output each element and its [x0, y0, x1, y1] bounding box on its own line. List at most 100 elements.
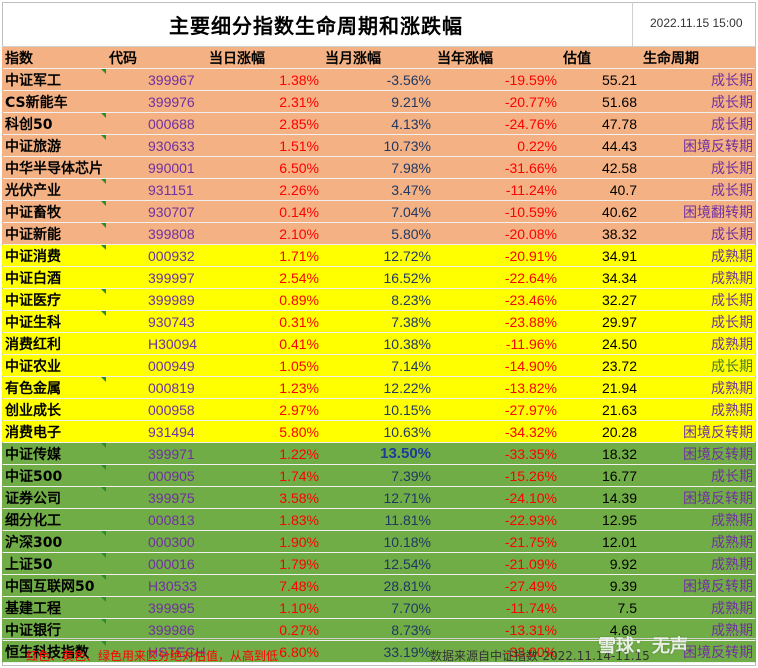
footer-note: 红色、黄色、绿色用来区分绝对估值，从高到低: [26, 649, 279, 663]
cell-comment-marker: [101, 377, 106, 382]
cell-comment-marker: [101, 575, 106, 580]
table-row: 中证畜牧 930707 0.14% 7.04% -10.59% 40.62 困境翻转期: [2, 200, 756, 223]
day-change: 2.54%: [206, 266, 322, 289]
life-cycle: 困境反转期: [640, 420, 756, 443]
cell-comment-marker: [101, 531, 106, 536]
month-change: 7.14%: [322, 354, 434, 377]
month-change: 8.23%: [322, 288, 434, 311]
table-row: 中证生科 930743 0.31% 7.38% -23.88% 29.97 成长期: [2, 310, 756, 333]
month-change: 13.50%: [322, 442, 434, 465]
index-code: 000300: [106, 530, 206, 553]
index-name: 中证畜牧: [2, 200, 106, 223]
day-change: 0.31%: [206, 310, 322, 333]
year-change: 0.22%: [434, 134, 560, 157]
month-change: 11.81%: [322, 508, 434, 531]
day-change: 5.80%: [206, 420, 322, 443]
table-row: CS新能车 399976 2.31% 9.21% -20.77% 51.68 成长期: [2, 90, 756, 113]
valuation: 40.62: [560, 200, 640, 223]
day-change: 1.51%: [206, 134, 322, 157]
valuation: 23.72: [560, 354, 640, 377]
footer-source: 数据来源自中证指数-2022.11.14-11.15: [430, 649, 650, 663]
index-code: 931494: [106, 420, 206, 443]
day-change: 1.74%: [206, 464, 322, 487]
table-row: 有色金属 000819 1.23% 12.22% -13.82% 21.94 成熟期: [2, 376, 756, 399]
index-name: 有色金属: [2, 376, 106, 399]
valuation: 18.32: [560, 442, 640, 465]
index-code: 000958: [106, 398, 206, 421]
month-change: 9.21%: [322, 90, 434, 113]
table-row: 科创50 000688 2.85% 4.13% -24.76% 47.78 成长期: [2, 112, 756, 135]
year-change: -27.49%: [434, 574, 560, 597]
day-change: 1.38%: [206, 68, 322, 91]
year-change: -20.08%: [434, 222, 560, 245]
year-change: -10.59%: [434, 200, 560, 223]
cell-comment-marker: [101, 465, 106, 470]
index-name: 光伏产业: [2, 178, 106, 201]
life-cycle: 成长期: [640, 90, 756, 113]
valuation: 51.68: [560, 90, 640, 113]
valuation: 32.27: [560, 288, 640, 311]
month-change: 7.39%: [322, 464, 434, 487]
valuation: 55.21: [560, 68, 640, 91]
index-code: 399986: [106, 618, 206, 641]
table-row: 基建工程 399995 1.10% 7.70% -11.74% 7.5 成熟期: [2, 596, 756, 619]
cell-comment-marker: [101, 223, 106, 228]
year-change: -24.76%: [434, 112, 560, 135]
cell-comment-marker: [101, 179, 106, 184]
life-cycle: 困境反转期: [640, 442, 756, 465]
valuation: 9.92: [560, 552, 640, 575]
year-change: -27.97%: [434, 398, 560, 421]
month-change: 10.38%: [322, 332, 434, 355]
index-name: 消费电子: [2, 420, 106, 443]
index-table: 指数 代码 当日涨幅 当月涨幅 当年涨幅 估值 生命周期 中证军工 399967 1…: [2, 47, 756, 663]
year-change: -31.66%: [434, 156, 560, 179]
day-change: 7.48%: [206, 574, 322, 597]
year-change: -22.64%: [434, 266, 560, 289]
life-cycle: 成熟期: [640, 332, 756, 355]
table-row: 中国互联网50 H30533 7.48% 28.81% -27.49% 9.39 困境反转期: [2, 574, 756, 597]
life-cycle: 成长期: [640, 68, 756, 91]
valuation: [560, 640, 640, 663]
valuation: 44.43: [560, 134, 640, 157]
valuation: 12.01: [560, 530, 640, 553]
year-change: -24.10%: [434, 486, 560, 509]
header-day-change: 当日涨幅: [206, 47, 322, 69]
month-change: 12.54%: [322, 552, 434, 575]
life-cycle: 成熟期: [640, 530, 756, 553]
index-name: 中证白酒: [2, 266, 106, 289]
valuation: 29.97: [560, 310, 640, 333]
index-name: 创业成长: [2, 398, 106, 421]
index-name: 中证军工: [2, 68, 106, 91]
cell-comment-marker: [101, 201, 106, 206]
valuation: 38.32: [560, 222, 640, 245]
cell-comment-marker: [101, 487, 106, 492]
year-change: -33.00%: [434, 640, 560, 663]
index-code: 000016: [106, 552, 206, 575]
table-row: 光伏产业 931151 2.26% 3.47% -11.24% 40.7 成长期: [2, 178, 756, 201]
life-cycle: 成长期: [640, 156, 756, 179]
header-code: 代码: [106, 47, 206, 69]
life-cycle: 成熟期: [640, 398, 756, 421]
month-change: 7.04%: [322, 200, 434, 223]
valuation: 20.28: [560, 420, 640, 443]
index-code: 000813: [106, 508, 206, 531]
index-code: 000905: [106, 464, 206, 487]
month-change: 10.15%: [322, 398, 434, 421]
life-cycle: 成熟期: [640, 376, 756, 399]
day-change: 2.10%: [206, 222, 322, 245]
day-change: 2.97%: [206, 398, 322, 421]
index-name: 中证旅游: [2, 134, 106, 157]
cell-comment-marker: [101, 245, 106, 250]
index-code: 399975: [106, 486, 206, 509]
cell-comment-marker: [101, 597, 106, 602]
table-row: 上证50 000016 1.79% 12.54% -21.09% 9.92 成熟期: [2, 552, 756, 575]
index-code: 990001: [106, 156, 206, 179]
month-change: 7.98%: [322, 156, 434, 179]
valuation: 42.58: [560, 156, 640, 179]
valuation: 34.91: [560, 244, 640, 267]
title-row: 主要细分指数生命周期和涨跌幅 2022.11.15 15:00: [2, 2, 756, 47]
life-cycle: 成长期: [640, 178, 756, 201]
life-cycle: 成长期: [640, 222, 756, 245]
year-change: -19.59%: [434, 68, 560, 91]
day-change: 1.10%: [206, 596, 322, 619]
